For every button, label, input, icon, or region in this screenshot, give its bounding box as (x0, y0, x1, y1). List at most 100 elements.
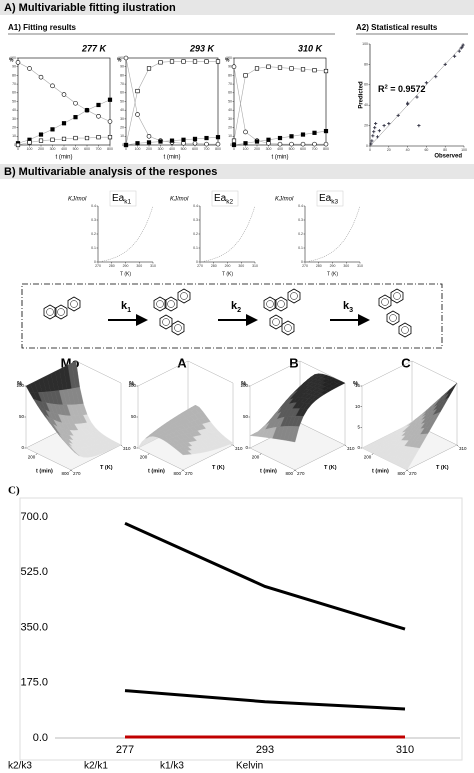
energy-symbol: Eak2 (214, 193, 233, 206)
x-tick-label: 300 (238, 264, 244, 268)
y-tick-label: 10 (120, 134, 124, 138)
identity-line (369, 43, 465, 147)
data-point (169, 59, 175, 64)
data-point (312, 68, 317, 73)
x-tick-label: 277 (116, 744, 134, 756)
x-tick-label: 700 (96, 147, 102, 151)
reaction-scheme (21, 283, 443, 349)
section-b-bar (0, 164, 474, 179)
z-tick-label: 0 (133, 445, 136, 450)
x-tick-label: 280 (316, 264, 322, 268)
x-tick-label: 270 (302, 264, 308, 268)
y-tick-label: 0 (230, 143, 232, 147)
data-point (96, 102, 101, 108)
x-tick-label: 600 (300, 147, 306, 151)
surface-patch (178, 451, 188, 456)
data-point (300, 141, 306, 147)
x-tick-label: 310 (357, 264, 363, 268)
x-tick-label: 310 (396, 744, 414, 756)
x-axis-label: T (K) (222, 271, 233, 277)
data-point (243, 129, 248, 135)
t-axis-label: t (min) (148, 468, 165, 474)
y-axis-label: % (117, 57, 122, 63)
data-point (73, 100, 78, 106)
plot-frame (125, 57, 219, 146)
surface-patch (291, 426, 300, 443)
x-tick-label: 400 (61, 147, 67, 151)
y-tick-label: 90 (228, 65, 232, 69)
data-point (192, 59, 198, 64)
energy-symbol-base: Ea (112, 193, 125, 204)
y-tick-label: 60 (12, 91, 16, 95)
data-point (50, 83, 55, 89)
plot-frame (233, 57, 327, 146)
z-tick-label: 100 (16, 383, 24, 388)
y-tick-label: 10 (12, 134, 16, 138)
data-point (289, 66, 294, 71)
data-point (266, 64, 271, 69)
T-axis-label: T (K) (436, 465, 449, 471)
data-point (323, 128, 329, 134)
x-tick-label: 300 (266, 147, 272, 151)
y-tick-label: 0.2 (193, 232, 198, 236)
data-point (96, 113, 101, 119)
x-tick-label: 0 (125, 147, 127, 151)
data-point (158, 139, 163, 144)
data-point (396, 113, 400, 117)
x-tick-label: 310 (150, 264, 156, 268)
T-tick-label: 270 (409, 471, 417, 476)
x-tick-label: 290 (225, 264, 231, 268)
data-point (373, 126, 377, 130)
x-tick-label: 0 (369, 148, 371, 152)
energy-curve (199, 205, 256, 263)
data-point (375, 135, 380, 139)
surface-title: B (289, 355, 298, 370)
y-tick-label: 70 (120, 82, 124, 86)
y-tick-label: 0 (14, 143, 16, 147)
data-point (146, 134, 152, 139)
energy-symbol-base: Ea (214, 193, 227, 204)
y-tick-label: 0.4 (193, 204, 198, 208)
x-axis-label: Kelvin (236, 761, 263, 772)
T-tick-label: 270 (297, 471, 305, 476)
data-point (27, 66, 32, 71)
T-tick-label: 310 (235, 446, 243, 451)
fit-curve (17, 62, 111, 122)
rate-constant-base: k (231, 300, 238, 312)
data-point (146, 66, 152, 71)
y-tick-label: 50 (12, 99, 16, 103)
data-point (107, 135, 113, 140)
y-tick-label: 0.3 (298, 218, 303, 222)
unit-label: KJ/mol (275, 197, 294, 203)
y-tick-label: 0 (366, 144, 368, 148)
data-point (370, 139, 374, 143)
data-point (181, 59, 186, 64)
data-point (84, 135, 90, 141)
y-tick-label: 80 (228, 73, 232, 77)
x-tick-label: 400 (277, 147, 283, 151)
T-axis-label: T (K) (212, 465, 225, 471)
data-point (215, 135, 221, 140)
T-tick (120, 444, 123, 447)
data-point (96, 135, 101, 140)
T-tick (70, 469, 73, 472)
data-point (38, 138, 44, 143)
x-tick-label: 500 (73, 147, 79, 151)
y-tick-label: 0 (122, 143, 124, 147)
data-point (371, 134, 375, 138)
y-tick-label: 20 (12, 126, 16, 130)
t-tick (371, 453, 374, 456)
symbol-box (109, 190, 137, 207)
x-axis-label: Observed (434, 154, 462, 160)
data-point (107, 97, 113, 102)
data-point (266, 137, 271, 142)
energy-symbol: Eak3 (319, 193, 338, 206)
series-line (124, 521, 406, 631)
data-point (27, 140, 32, 145)
T-tick-label: 270 (185, 471, 193, 476)
T-tick (182, 469, 185, 472)
x-tick-label: 300 (343, 264, 349, 268)
y-tick-label: 100 (226, 56, 232, 60)
data-point (417, 124, 421, 128)
